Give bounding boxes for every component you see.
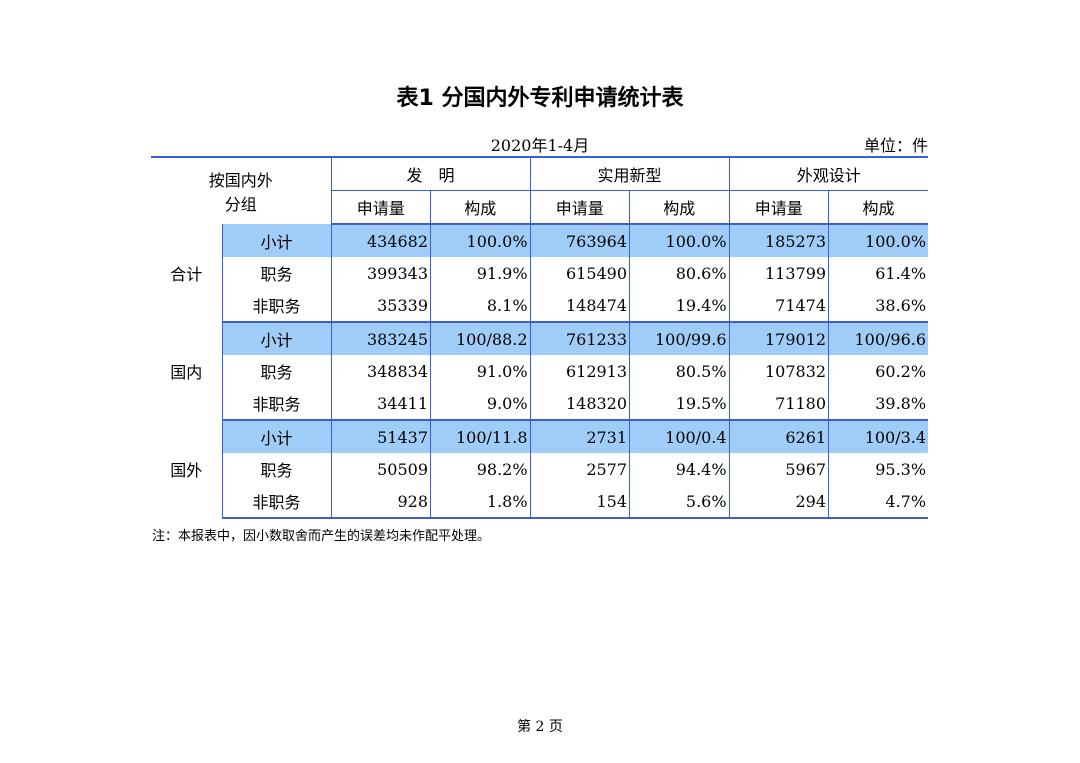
table-footnote: 注：本报表中，因小数取舍而产生的误差均未作配平处理。 (152, 529, 491, 544)
table-row: 非职务 34411 9.0% 148320 19.5% 71180 39.8% (151, 387, 929, 421)
application-count-cell: 434682 (330, 224, 432, 257)
composition-cell: 95.3% (828, 453, 929, 485)
application-count-cell: 154 (529, 485, 631, 519)
group-name: 合计 (151, 224, 223, 322)
subcol-header: 构成 (430, 190, 531, 225)
composition-cell: 19.5% (629, 387, 730, 421)
group-header-line1: 按国内外 (208, 171, 273, 190)
application-count-cell: 185273 (728, 224, 830, 257)
application-count-cell: 2731 (529, 420, 631, 453)
composition-cell: 60.2% (828, 355, 929, 387)
table-title: 表1 分国内外专利申请统计表 (396, 86, 684, 111)
application-count-cell: 71180 (728, 387, 830, 421)
table-row: 职务 50509 98.2% 2577 94.4% 5967 95.3% (151, 453, 929, 485)
row-label: 非职务 (221, 387, 332, 421)
table-row: 国外 小计 51437 100/11.8 2731 100/0.4 6261 100/3.4 (151, 420, 929, 518)
composition-cell: 98.2% (430, 453, 531, 485)
subcol-header: 申请量 (529, 190, 631, 225)
application-count-cell: 179012 (728, 322, 830, 355)
patent-statistics-table: 按国内外 分组 发 明 实用新型 外观设计 申请量 构成 申请量 构成 申请量 … (151, 156, 929, 519)
application-count-cell: 2577 (529, 453, 631, 485)
table-row: 非职务 35339 8.1% 148474 19.4% 71474 38.6% (151, 289, 929, 323)
row-label: 职务 (221, 453, 332, 485)
table-row: 职务 399343 91.9% 615490 80.6% 113799 61.4% (151, 257, 929, 289)
application-count-cell: 383245 (330, 322, 432, 355)
application-count-cell: 5967 (728, 453, 830, 485)
group-name: 国内 (151, 322, 223, 420)
composition-cell: 80.6% (629, 257, 730, 289)
application-count-cell: 294 (728, 485, 830, 519)
subcol-header: 申请量 (330, 190, 432, 225)
composition-cell: 80.5% (629, 355, 730, 387)
row-label: 小计 (221, 224, 332, 257)
composition-cell: 94.4% (629, 453, 730, 485)
row-label: 职务 (221, 257, 332, 289)
composition-cell: 38.6% (828, 289, 929, 323)
header-row-types: 按国内外 分组 发 明 实用新型 外观设计 (151, 156, 929, 224)
row-label: 职务 (221, 355, 332, 387)
application-count-cell: 761233 (529, 322, 631, 355)
subcol-header: 申请量 (728, 190, 830, 225)
composition-cell: 100.0% (430, 224, 531, 257)
group-name: 国外 (151, 420, 223, 518)
row-label: 小计 (221, 322, 332, 355)
application-count-cell: 763964 (529, 224, 631, 257)
header-row-subcols: 申请量 构成 申请量 构成 申请量 构成 (151, 190, 929, 225)
subcol-header: 构成 (629, 190, 730, 225)
application-count-cell: 50509 (330, 453, 432, 485)
application-count-cell: 35339 (330, 289, 432, 323)
composition-cell: 100/11.8 (430, 420, 531, 453)
table-row: 职务 348834 91.0% 612913 80.5% 107832 60.2% (151, 355, 929, 387)
composition-cell: 91.9% (430, 257, 531, 289)
composition-cell: 61.4% (828, 257, 929, 289)
group-header-line2: 分组 (224, 195, 257, 214)
subcol-header: 构成 (828, 190, 929, 225)
table-row: 国内 小计 383245 100/88.2 761233 100/99.6 179012 10… (151, 322, 929, 420)
composition-cell: 91.0% (430, 355, 531, 387)
composition-cell: 100/0.4 (629, 420, 730, 453)
application-count-cell: 107832 (728, 355, 830, 387)
composition-cell: 9.0% (430, 387, 531, 421)
application-count-cell: 71474 (728, 289, 830, 323)
application-count-cell: 51437 (330, 420, 432, 453)
composition-cell: 19.4% (629, 289, 730, 323)
application-count-cell: 34411 (330, 387, 432, 421)
composition-cell: 39.8% (828, 387, 929, 421)
composition-cell: 4.7% (828, 485, 929, 519)
application-count-cell: 612913 (529, 355, 631, 387)
application-count-cell: 348834 (330, 355, 432, 387)
page-number: 第 2 页 (517, 719, 563, 735)
application-count-cell: 6261 (728, 420, 830, 453)
type-header-design: 外观设计 (728, 156, 929, 191)
composition-cell: 8.1% (430, 289, 531, 323)
application-count-cell: 399343 (330, 257, 432, 289)
application-count-cell: 113799 (728, 257, 830, 289)
unit-label: 单位：件 (863, 136, 928, 155)
type-header-invention: 发 明 (330, 156, 531, 191)
application-count-cell: 148320 (529, 387, 631, 421)
application-count-cell: 928 (330, 485, 432, 519)
composition-cell: 100/99.6 (629, 322, 730, 355)
type-header-utility-model: 实用新型 (529, 156, 730, 191)
composition-cell: 1.8% (430, 485, 531, 519)
composition-cell: 100.0% (828, 224, 929, 257)
table-row: 合计 小计 434682 100.0% 763964 100.0% 185273 100.0% (151, 224, 929, 322)
composition-cell: 100.0% (629, 224, 730, 257)
application-count-cell: 148474 (529, 289, 631, 323)
row-label: 小计 (221, 420, 332, 453)
table-row: 非职务 928 1.8% 154 5.6% 294 4.7% (151, 485, 929, 519)
composition-cell: 100/3.4 (828, 420, 929, 453)
report-period: 2020年1-4月 (490, 136, 590, 155)
row-label: 非职务 (221, 485, 332, 519)
composition-cell: 5.6% (629, 485, 730, 519)
composition-cell: 100/88.2 (430, 322, 531, 355)
application-count-cell: 615490 (529, 257, 631, 289)
row-label: 非职务 (221, 289, 332, 323)
composition-cell: 100/96.6 (828, 322, 929, 355)
group-header-cell: 按国内外 分组 (151, 156, 332, 224)
